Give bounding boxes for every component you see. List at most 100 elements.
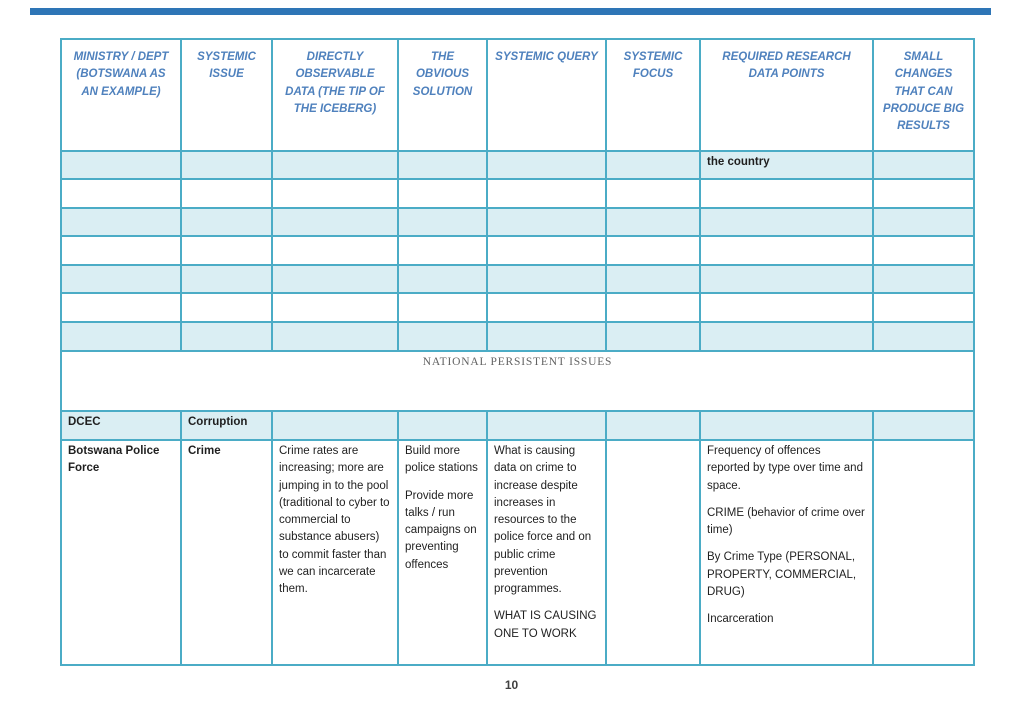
empty-cell	[60, 235, 182, 266]
empty-cell	[605, 321, 701, 352]
empty-cell	[397, 150, 488, 180]
column-header-obvious-solution: THE OBVIOUS SOLUTION	[397, 38, 488, 152]
empty-row	[60, 292, 975, 323]
empty-cell	[397, 321, 488, 352]
observable-paragraph: Crime rates are increasing; more are jum…	[279, 445, 390, 595]
empty-cell	[180, 264, 273, 294]
empty-cell	[872, 207, 975, 237]
empty-cell	[271, 264, 399, 294]
empty-row	[60, 264, 975, 294]
empty-cell	[60, 264, 182, 294]
empty-cell	[605, 410, 701, 441]
empty-cell	[699, 292, 874, 323]
empty-cell	[486, 292, 607, 323]
research-paragraph: By Crime Type (PERSONAL, PROPERTY, COMME…	[707, 551, 857, 598]
empty-cell	[699, 207, 874, 237]
column-header-systemic-issue: SYSTEMIC ISSUE	[180, 38, 273, 152]
cell-small-changes	[872, 439, 975, 666]
empty-cell	[699, 321, 874, 352]
empty-cell	[397, 410, 488, 441]
empty-cell	[271, 207, 399, 237]
cell-issue-corruption: Corruption	[180, 410, 273, 441]
section-row: NATIONAL PERSISTENT ISSUES	[60, 350, 975, 412]
empty-cell	[271, 321, 399, 352]
empty-row	[60, 178, 975, 209]
empty-cell	[699, 178, 874, 209]
page-number: 10	[504, 678, 519, 692]
empty-cell	[486, 178, 607, 209]
column-header-observable-data: DIRECTLY OBSERVABLE DATA (THE TIP OF THE…	[271, 38, 399, 152]
empty-cell	[605, 178, 701, 209]
empty-row	[60, 207, 975, 237]
empty-cell	[60, 207, 182, 237]
dcec-row: DCEC Corruption	[60, 410, 975, 441]
empty-cell	[397, 235, 488, 266]
empty-cell	[486, 410, 607, 441]
empty-cell	[699, 410, 874, 441]
empty-row	[60, 235, 975, 266]
empty-cell	[605, 292, 701, 323]
empty-cell	[397, 292, 488, 323]
empty-cell	[486, 235, 607, 266]
empty-cell	[60, 292, 182, 323]
police-row: Botswana Police Force Crime Crime rates …	[60, 439, 975, 666]
solution-paragraph: Provide more talks / run campaigns on pr…	[405, 489, 477, 571]
empty-cell	[180, 321, 273, 352]
empty-row	[60, 321, 975, 352]
empty-cell	[180, 207, 273, 237]
top-accent-bar	[30, 8, 991, 15]
empty-cell	[699, 235, 874, 266]
cell-systemic-focus	[605, 439, 701, 666]
empty-cell	[60, 150, 182, 180]
empty-cell	[872, 178, 975, 209]
empty-cell	[872, 150, 975, 180]
empty-cell	[486, 264, 607, 294]
empty-cell	[872, 264, 975, 294]
empty-cell	[486, 207, 607, 237]
query-paragraph: WHAT IS CAUSING ONE TO WORK	[494, 610, 597, 640]
continuation-row: the country	[60, 150, 975, 180]
empty-cell	[271, 150, 399, 180]
empty-cell	[271, 410, 399, 441]
research-paragraph: Frequency of offences reported by type o…	[707, 445, 863, 492]
empty-cell	[605, 207, 701, 237]
solution-paragraph: Build more police stations	[405, 445, 478, 475]
column-header-ministry: MINISTRY / DEPT (BOTSWANA AS AN EXAMPLE)	[60, 38, 182, 152]
column-header-small-changes: SMALL CHANGES THAT CAN PRODUCE BIG RESUL…	[872, 38, 975, 152]
research-paragraph: Incarceration	[707, 613, 774, 625]
cell-research-data-points: Frequency of offences reported by type o…	[699, 439, 874, 666]
empty-cell	[60, 321, 182, 352]
empty-cell	[486, 150, 607, 180]
empty-cell	[397, 178, 488, 209]
empty-cell	[180, 292, 273, 323]
cell-systemic-query: What is causing data on crime to increas…	[486, 439, 607, 666]
empty-cell	[872, 410, 975, 441]
empty-cell	[180, 150, 273, 180]
empty-cell	[872, 321, 975, 352]
empty-cell	[486, 321, 607, 352]
cell-ministry-police: Botswana Police Force	[60, 439, 182, 666]
column-header-systemic-query: SYSTEMIC QUERY	[486, 38, 607, 152]
empty-cell	[872, 292, 975, 323]
cell-obvious-solution: Build more police stations Provide more …	[397, 439, 488, 666]
empty-cell	[271, 178, 399, 209]
empty-cell	[605, 150, 701, 180]
empty-cell	[397, 264, 488, 294]
table-header-row: MINISTRY / DEPT (BOTSWANA AS AN EXAMPLE)…	[60, 38, 975, 152]
empty-cell	[397, 207, 488, 237]
empty-cell	[180, 235, 273, 266]
issues-table: MINISTRY / DEPT (BOTSWANA AS AN EXAMPLE)…	[60, 38, 975, 666]
empty-cell	[60, 178, 182, 209]
cell-ministry-dcec: DCEC	[60, 410, 182, 441]
empty-cell	[605, 264, 701, 294]
query-paragraph: What is causing data on crime to increas…	[494, 445, 592, 595]
empty-cell	[699, 264, 874, 294]
empty-cell	[271, 292, 399, 323]
column-header-systemic-focus: SYSTEMIC FOCUS	[605, 38, 701, 152]
cell-issue-crime: Crime	[180, 439, 273, 666]
empty-cell	[605, 235, 701, 266]
empty-cell	[271, 235, 399, 266]
cell-observable-data: Crime rates are increasing; more are jum…	[271, 439, 399, 666]
research-paragraph: CRIME (behavior of crime over time)	[707, 506, 865, 536]
cell-research-continuation: the country	[699, 150, 874, 180]
